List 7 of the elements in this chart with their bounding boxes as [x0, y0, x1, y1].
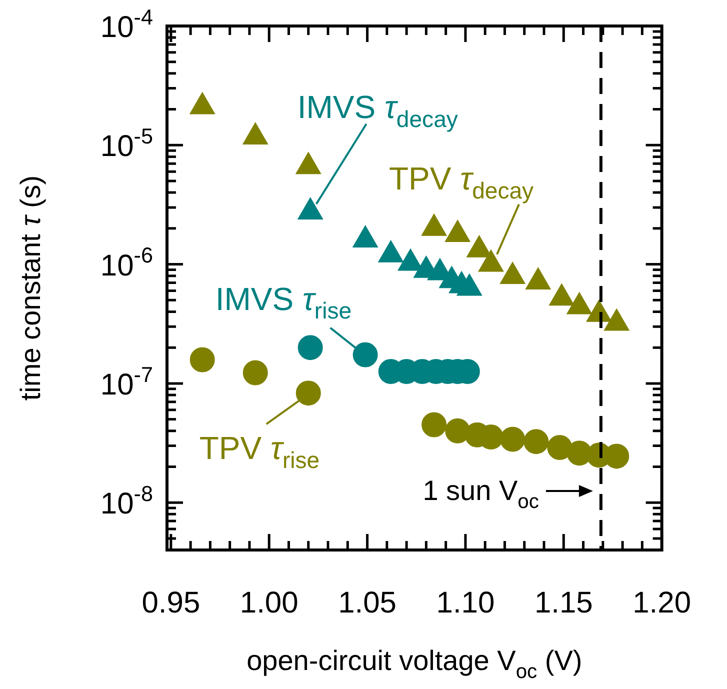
x-tick-label: 1.10 — [436, 586, 495, 620]
x-tick-label: 1.00 — [240, 586, 298, 620]
x-tick-label: 1.05 — [338, 586, 396, 620]
x-tick-label: 1.20 — [632, 586, 691, 620]
x-tick-label: 1.15 — [534, 586, 593, 620]
y-axis-title: time constant τ (s) — [15, 175, 46, 401]
x-tick-label: 0.95 — [142, 586, 200, 620]
